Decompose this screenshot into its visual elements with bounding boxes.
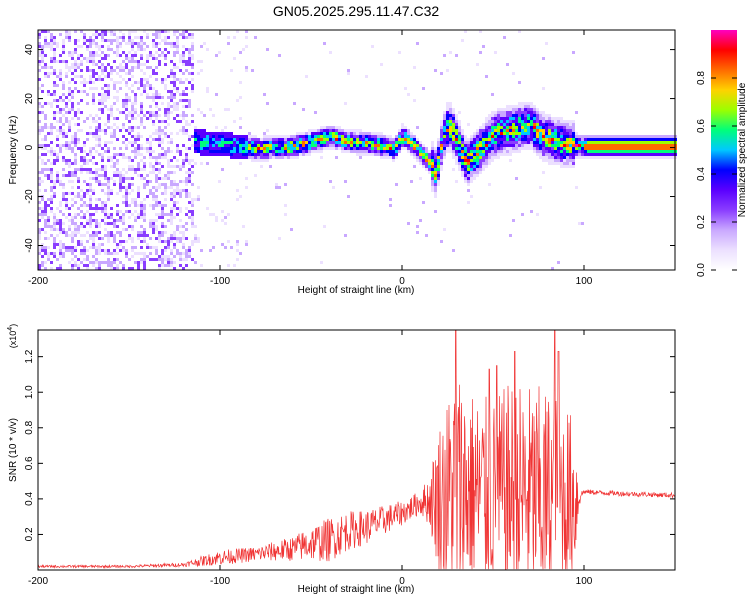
- spectrogram-cells: [38, 30, 677, 270]
- colorbar-ticks: 0.0 0.2 0.4 0.6 0.8: [696, 71, 737, 277]
- colorbar: 0.0 0.2 0.4 0.6 0.8 Normalized spectral ampl…: [696, 30, 748, 277]
- snr-x-tick-label: -200: [28, 576, 48, 587]
- snr-axis-ticks: -200 -100 0 100 0.2 0.4 0.6 0.8 1.0 1.2: [24, 330, 675, 587]
- colorbar-label: Normalized spectral amplitude: [737, 82, 748, 217]
- spectrogram-y-tick-label: -40: [24, 238, 35, 253]
- snr-x-label: Height of straight line (km): [298, 584, 415, 595]
- colorbar-tick-label: 0.2: [696, 215, 707, 229]
- spectrogram-y-tick-label: -20: [24, 189, 35, 204]
- snr-y-tick-label: 0.6: [24, 456, 35, 470]
- colorbar-tick-label: 0.8: [696, 71, 707, 85]
- snr-y-tick-label: 1.0: [24, 385, 35, 399]
- snr-panel: -200 -100 0 100 0.2 0.4 0.6 0.8 1.0 1.2 Height of…: [7, 324, 676, 595]
- colorbar-tick-label: 0.4: [696, 167, 707, 181]
- spectrogram-x-tick-label: -100: [210, 276, 230, 287]
- svg-text:(x104): (x104): [7, 324, 18, 348]
- spectrogram-x-label: Height of straight line (km): [298, 285, 415, 296]
- snr-y-multiplier: (x104): [7, 324, 18, 348]
- spectrogram-y-tick-label: 0: [24, 144, 35, 150]
- spectrogram-y-tick-label: 20: [24, 93, 35, 105]
- snr-x-tick-label: -100: [210, 576, 230, 587]
- snr-y-tick-label: 0.4: [24, 492, 35, 506]
- spectrogram-y-label: Frequency (Hz): [8, 116, 19, 185]
- spectrogram-x-tick-label: -200: [28, 276, 48, 287]
- snr-x-tick-label: 100: [576, 576, 593, 587]
- colorbar-tick-label: 0.0: [696, 263, 707, 277]
- chart-title: GN05.2025.295.11.47.C32: [273, 3, 440, 19]
- snr-y-tick-label: 0.8: [24, 420, 35, 434]
- snr-y-tick-label: 0.2: [24, 527, 35, 541]
- snr-y-label: SNR (10 * v/v): [8, 418, 19, 482]
- spectrogram-x-tick-label: 0: [399, 276, 405, 287]
- snr-series-line: [37, 329, 676, 570]
- spectrogram-y-tick-label: 40: [24, 44, 35, 56]
- spectrogram-frame: [37, 29, 676, 271]
- snr-x-tick-label: 0: [399, 576, 405, 587]
- spectrogram-x-tick-label: 100: [576, 276, 593, 287]
- snr-frame: [37, 329, 676, 571]
- snr-y-tick-label: 1.2: [24, 349, 35, 363]
- colorbar-gradient: [711, 30, 737, 270]
- colorbar-tick-label: 0.6: [696, 119, 707, 133]
